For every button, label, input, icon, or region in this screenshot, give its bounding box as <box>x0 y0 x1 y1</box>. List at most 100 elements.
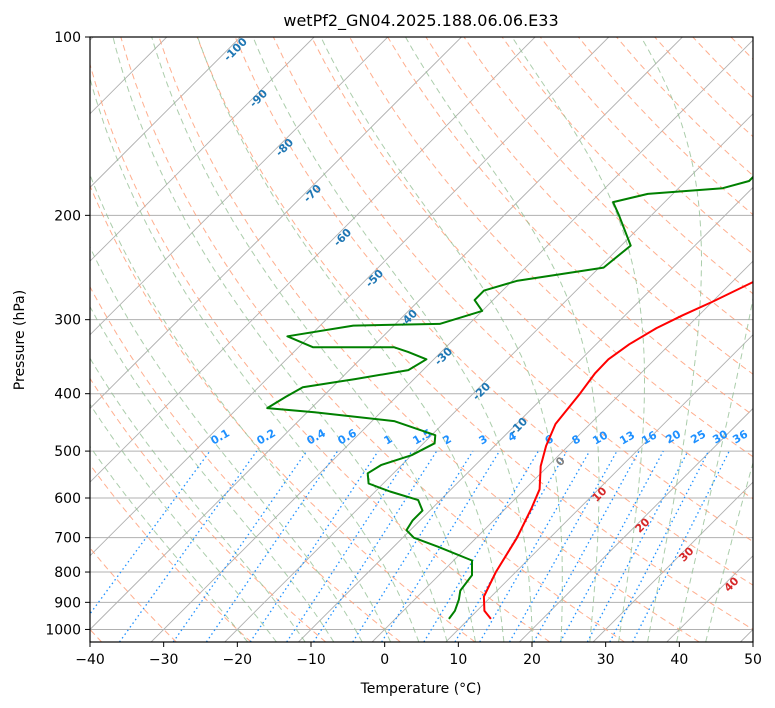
isotherm-gridline <box>519 407 753 642</box>
mixing-ratio-line <box>559 450 664 642</box>
moist-adiabat-label: 30 <box>677 544 697 564</box>
dry-adiabat <box>272 37 753 543</box>
mixing-ratio-line <box>352 450 474 642</box>
mixing-ratio-label: 3 <box>477 432 490 447</box>
moist-adiabat <box>511 37 645 642</box>
mixing-ratio-line <box>454 450 568 642</box>
mixing-ratio-line <box>205 450 339 642</box>
mixing-ratio-label: 0.2 <box>255 426 278 447</box>
dry-adiabat <box>463 37 753 335</box>
mixing-ratio-label: 10 <box>590 428 610 447</box>
isotherm-gridline <box>90 37 610 557</box>
dry-adiabat <box>654 37 753 138</box>
moist-adiabat <box>252 37 533 642</box>
y-tick-label: 600 <box>54 491 81 507</box>
mixing-ratio-label: 30 <box>710 427 730 446</box>
dry-adiabat <box>539 37 753 255</box>
moist-adiabat-label: -30 <box>432 345 455 368</box>
moist-adiabat <box>90 245 363 642</box>
dry-adiabat <box>90 62 551 642</box>
mixing-ratio-label: 13 <box>617 429 637 448</box>
y-tick-label: 300 <box>54 313 81 329</box>
moist-adiabat <box>197 37 505 642</box>
x-tick-label: 0 <box>380 652 389 668</box>
mixing-ratio-label: 2 <box>441 432 454 447</box>
moist-adiabat-label: -90 <box>247 87 270 110</box>
y-tick-label: 400 <box>54 387 81 403</box>
y-axis-title: Pressure (hPa) <box>12 290 28 390</box>
chart-title: wetPf2_GN04.2025.188.06.06.E33 <box>283 11 558 31</box>
moist-adiabat-label: 40 <box>722 574 742 594</box>
dry-adiabat <box>196 37 753 630</box>
mixing-ratio-line <box>586 450 689 642</box>
isotherm-gridline <box>90 37 389 336</box>
isotherm-gridline <box>224 113 753 642</box>
isotherm-gridline <box>445 334 753 642</box>
temperature-profile <box>482 280 753 620</box>
moist-adiabat <box>90 445 249 642</box>
isotherm-gridline <box>90 37 462 410</box>
mixing-ratio-line <box>508 450 618 642</box>
dry-adiabat <box>90 285 401 642</box>
x-tick-label: −20 <box>223 652 253 668</box>
moist-adiabat-label: 0 <box>553 454 568 469</box>
moist-adiabat <box>90 173 392 642</box>
isotherm-gridline <box>90 37 536 483</box>
mixing-ratio-label: 25 <box>688 428 708 447</box>
isotherm-gridline <box>740 628 753 642</box>
x-axis-title: Temperature (°C) <box>360 681 482 697</box>
mixing-ratio-line <box>249 450 379 642</box>
moist-adiabat <box>705 461 753 642</box>
dry-adiabat <box>90 377 327 642</box>
dry-adiabat <box>578 37 753 216</box>
x-tick-label: −40 <box>75 652 105 668</box>
moist-adiabat <box>90 357 306 642</box>
x-tick-label: 30 <box>597 652 615 668</box>
y-tick-label: 200 <box>54 208 81 224</box>
moist-adiabat-label: -60 <box>331 226 354 249</box>
mixing-ratio-line <box>632 450 730 642</box>
isotherm-gridline <box>592 481 753 642</box>
moist-adiabat-label: -20 <box>470 380 493 403</box>
moist-adiabat <box>640 37 702 642</box>
moist-adiabat-label: -40 <box>397 307 420 330</box>
mixing-ratio-label: 8 <box>570 432 583 447</box>
plot-frame <box>89 36 754 643</box>
moist-adiabat <box>90 76 420 642</box>
y-tick-label: 1000 <box>45 622 81 638</box>
dewpoint-profile <box>266 175 753 620</box>
mixing-ratio-label: 0.6 <box>336 426 360 447</box>
mixing-ratio-line <box>381 450 501 642</box>
mixing-ratio-line <box>118 450 258 642</box>
mixing-ratio-line <box>479 450 591 642</box>
mixing-ratio-line <box>533 450 640 642</box>
moist-adiabat-label: -70 <box>301 182 324 205</box>
dry-adiabat <box>90 463 252 642</box>
dry-adiabat <box>769 37 775 642</box>
y-tick-label: 500 <box>54 444 81 460</box>
mixing-ratio-label: 0.4 <box>305 426 329 447</box>
x-tick-label: 40 <box>670 652 688 668</box>
x-tick-label: −10 <box>296 652 326 668</box>
mixing-ratio-label: 20 <box>663 427 683 446</box>
moist-adiabat-label: -80 <box>273 136 296 159</box>
mixing-ratio-line <box>286 450 413 642</box>
y-tick-label: 900 <box>54 595 81 611</box>
dry-adiabat <box>234 37 753 586</box>
moist-adiabat <box>90 403 277 642</box>
mixing-ratio-label: 1 <box>382 432 395 447</box>
isotherm-gridline <box>371 260 753 642</box>
moist-adiabat <box>151 37 476 642</box>
y-tick-label: 800 <box>54 565 81 581</box>
y-tick-label: 100 <box>54 30 81 46</box>
moist-adiabat-label: 10 <box>590 484 610 504</box>
isotherm-gridline <box>150 39 753 642</box>
moist-adiabat-label: -50 <box>363 267 386 290</box>
x-tick-label: 10 <box>449 652 467 668</box>
x-tick-label: 50 <box>744 652 762 668</box>
moist-adiabat-label: -100 <box>221 35 250 64</box>
dry-adiabat <box>616 37 753 177</box>
dry-adiabat <box>692 37 753 99</box>
isotherm-gridline <box>90 37 315 262</box>
